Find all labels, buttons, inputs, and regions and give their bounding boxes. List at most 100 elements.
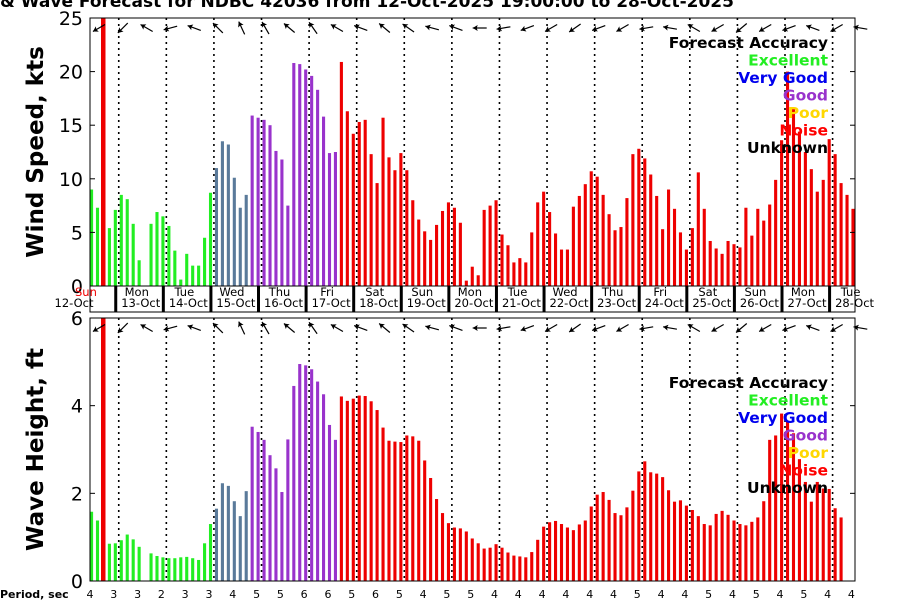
wave-direction-arrow	[544, 323, 558, 333]
arrow-head	[806, 24, 812, 31]
wave-bar	[821, 488, 825, 581]
wind-bar	[714, 248, 718, 286]
wind-bar	[286, 205, 290, 286]
wind-bar	[565, 249, 569, 286]
wind-bar	[738, 247, 742, 286]
period-row: 4 3 3 2 3 3 4 5 5 6 6 5 6 5 4 5 5 4 4 4 4 4 4 5 4 4 5 4 5 4 5 4 4	[87, 588, 855, 601]
wind-bar	[524, 262, 528, 286]
arrow-head	[379, 323, 385, 330]
wind-bar	[435, 224, 439, 286]
wave-bar	[803, 481, 807, 581]
wave-bar	[161, 557, 165, 581]
wave-bar	[786, 421, 790, 581]
wave-bar	[137, 546, 141, 581]
wind-bar	[506, 245, 510, 286]
arrow-head	[309, 22, 315, 29]
period-value: 3	[205, 588, 212, 600]
date-strip-day: Tue	[174, 285, 195, 299]
date-strip-day: Wed	[219, 285, 244, 299]
wave-bar	[232, 501, 236, 581]
wave-bar	[565, 527, 569, 581]
arrow-head	[853, 324, 859, 331]
wave-direction-arrow	[758, 323, 772, 333]
wave-bar	[631, 490, 635, 581]
wind-bar	[708, 240, 712, 286]
wind-bar	[345, 111, 349, 286]
date-strip-day: Fri	[320, 285, 334, 299]
wave-bar	[548, 522, 552, 581]
wind-direction-arrow	[806, 24, 820, 31]
wave-bar	[173, 558, 177, 581]
wind-bar	[333, 152, 337, 286]
wave-bar	[702, 524, 706, 581]
wind-bar	[780, 140, 784, 286]
wind-bar	[542, 191, 546, 286]
wind-bar	[613, 230, 617, 286]
wave-bar	[714, 513, 718, 581]
wave-bar	[815, 481, 819, 581]
period-value: 5	[277, 588, 284, 600]
wave-bar	[809, 501, 813, 581]
wind-bar	[607, 214, 611, 286]
wave-legend-entry: Poor	[788, 444, 829, 462]
wind-direction-arrow	[568, 23, 581, 33]
wave-bar	[583, 520, 587, 581]
wind-legend-entry: Noise	[779, 122, 828, 140]
wave-bar	[738, 524, 742, 581]
wind-bar	[280, 159, 284, 286]
wave-bar	[90, 511, 94, 581]
wave-bar	[339, 396, 343, 581]
wave-direction-arrow	[782, 325, 796, 332]
arrow-head	[402, 323, 409, 330]
wave-current-time-marker	[101, 318, 106, 581]
wind-ytick-label: 0	[71, 276, 83, 298]
wind-bar	[173, 250, 177, 286]
wave-direction-arrow	[163, 325, 178, 332]
wind-bar	[339, 61, 343, 287]
wind-bar	[238, 207, 242, 286]
wave-bar	[524, 557, 528, 581]
date-strip-date: 16-Oct	[264, 296, 303, 310]
wind-bar	[797, 131, 801, 286]
wave-direction-arrow	[687, 323, 701, 333]
date-strip-date: 22-Oct	[550, 296, 589, 310]
wave-bar	[393, 441, 397, 581]
wave-bar	[762, 501, 766, 581]
wave-panel: 0 2 4 6 Wave Height, ft Forecast AccuracyExce…	[23, 308, 868, 593]
date-strip-date: 26-Oct	[740, 296, 779, 310]
wave-bar	[423, 460, 427, 581]
wave-bar	[256, 431, 260, 581]
wind-bar	[803, 152, 807, 286]
wind-bar	[417, 219, 421, 286]
wave-bar	[661, 477, 665, 581]
wave-bar	[387, 440, 391, 581]
wave-bar	[203, 543, 207, 581]
wind-bar	[131, 223, 135, 286]
wind-direction-arrow	[472, 25, 487, 31]
period-value: 4	[848, 588, 855, 600]
wave-bar	[780, 413, 784, 581]
wind-bar	[637, 148, 641, 286]
arrow-head	[806, 324, 812, 331]
wind-direction-arrow	[402, 23, 415, 33]
wind-bar	[631, 154, 635, 286]
wave-bar	[262, 439, 266, 581]
arrow-head	[616, 26, 623, 32]
wind-bar	[476, 275, 480, 286]
wave-direction-arrow	[806, 324, 820, 331]
wind-bar	[667, 189, 671, 286]
arrow-head	[212, 23, 219, 29]
date-strip-sun-marker: Sun	[75, 285, 97, 299]
date-strip-date: 13-Oct	[121, 296, 160, 310]
wave-bar	[405, 435, 409, 581]
period-value: 6	[372, 588, 379, 600]
wind-bar	[762, 220, 766, 286]
wind-direction-arrow	[117, 22, 129, 34]
wave-direction-arrow	[568, 323, 581, 333]
wave-direction-arrow	[308, 321, 318, 335]
wave-bar	[464, 531, 468, 581]
wind-y-axis-label: Wind Speed, kts	[23, 46, 49, 258]
wind-bar	[702, 208, 706, 286]
arrow-head	[449, 324, 456, 331]
date-strip-date: 28-Oct	[835, 296, 874, 310]
